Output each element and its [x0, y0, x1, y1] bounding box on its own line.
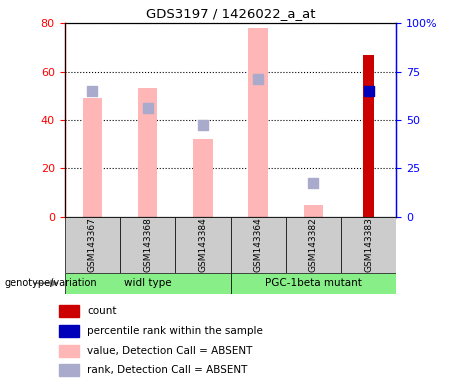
- Text: GSM143384: GSM143384: [198, 217, 207, 272]
- Text: rank, Detection Call = ABSENT: rank, Detection Call = ABSENT: [87, 365, 248, 375]
- Text: count: count: [87, 306, 117, 316]
- Text: value, Detection Call = ABSENT: value, Detection Call = ABSENT: [87, 346, 253, 356]
- Title: GDS3197 / 1426022_a_at: GDS3197 / 1426022_a_at: [146, 7, 315, 20]
- Point: [89, 88, 96, 94]
- Bar: [65, 217, 120, 273]
- Point: [310, 180, 317, 186]
- Bar: [304, 205, 323, 217]
- Text: PGC-1beta mutant: PGC-1beta mutant: [265, 278, 362, 288]
- Bar: [59, 345, 79, 356]
- Bar: [59, 305, 79, 317]
- Bar: [193, 139, 213, 217]
- Bar: [175, 217, 230, 273]
- Text: widl type: widl type: [124, 278, 171, 288]
- Bar: [286, 217, 341, 273]
- Text: percentile rank within the sample: percentile rank within the sample: [87, 326, 263, 336]
- Bar: [59, 364, 79, 376]
- Bar: [230, 273, 396, 294]
- Bar: [65, 273, 230, 294]
- Bar: [230, 217, 286, 273]
- Point: [144, 105, 151, 111]
- Bar: [59, 325, 79, 337]
- Bar: [248, 28, 268, 217]
- Text: GSM143382: GSM143382: [309, 217, 318, 272]
- Text: GSM143383: GSM143383: [364, 217, 373, 272]
- Point: [365, 88, 372, 94]
- Bar: [138, 88, 157, 217]
- Bar: [341, 217, 396, 273]
- Text: genotype/variation: genotype/variation: [5, 278, 97, 288]
- Text: GSM143368: GSM143368: [143, 217, 152, 272]
- Point: [254, 76, 262, 82]
- Bar: [363, 55, 374, 217]
- Point: [199, 122, 207, 128]
- Text: GSM143367: GSM143367: [88, 217, 97, 272]
- Text: GSM143364: GSM143364: [254, 217, 263, 272]
- Bar: [120, 217, 175, 273]
- Bar: [83, 98, 102, 217]
